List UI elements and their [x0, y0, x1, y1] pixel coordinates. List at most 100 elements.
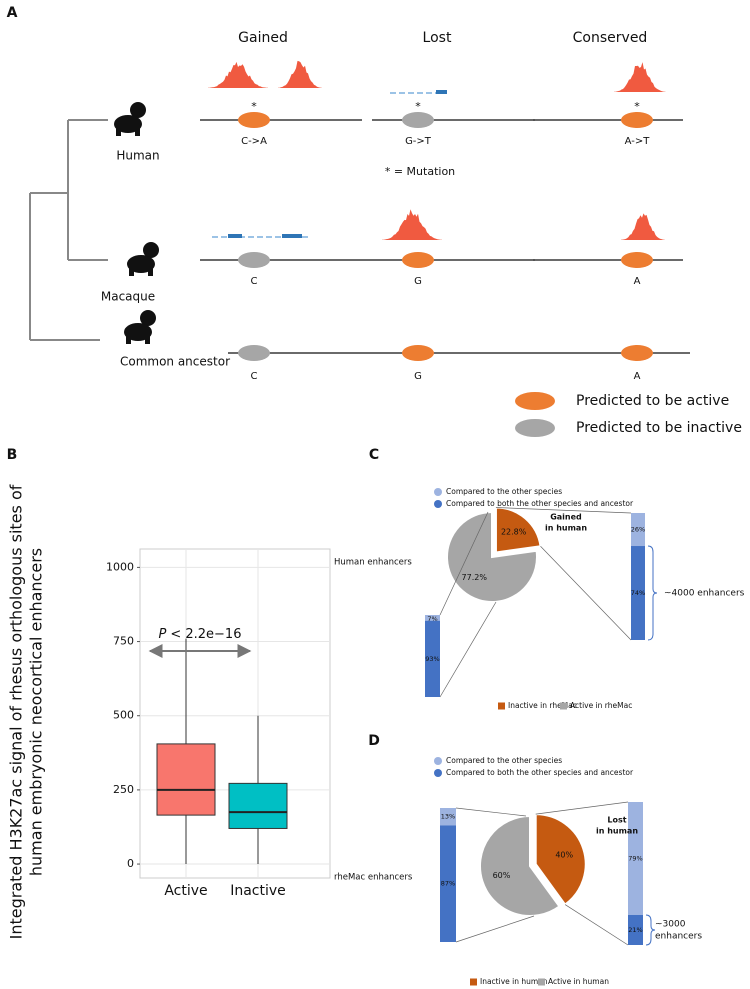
label: Active: [164, 883, 207, 899]
signal-low: [221, 236, 227, 238]
signal-peak: [614, 62, 666, 92]
connector: [535, 801, 629, 815]
label: Lost: [607, 816, 626, 825]
label: 250: [113, 783, 134, 796]
signal-low: [228, 234, 242, 238]
signal-peak: [621, 213, 665, 240]
signal-low: [257, 236, 263, 238]
pie-slice: [534, 813, 587, 906]
label: 21%: [628, 926, 642, 934]
signal-low: [275, 236, 281, 238]
connector: [495, 507, 632, 514]
label: Compared to the other species: [446, 756, 562, 765]
label: A: [634, 276, 641, 287]
connector: [564, 904, 629, 946]
connector: [455, 807, 527, 817]
pie-slice: [446, 510, 538, 603]
label: Compared to both the other species and a…: [446, 768, 634, 777]
species-icon: [135, 126, 140, 136]
signal-low: [399, 92, 405, 94]
signal-low: [248, 236, 254, 238]
connector: [439, 511, 489, 616]
label: * = Mutation: [385, 165, 455, 178]
label: G->T: [405, 136, 432, 147]
bar-segment: [631, 546, 645, 640]
bar-segment: [628, 802, 643, 915]
signal-low: [282, 234, 302, 238]
signal-low: [302, 236, 308, 238]
label: G: [414, 371, 422, 382]
bracket: [647, 545, 658, 641]
signal-low: [212, 236, 218, 238]
label: Active in rheMac: [570, 701, 632, 710]
legend-swatch: [498, 702, 505, 710]
enhancer: [402, 112, 434, 128]
label: 79%: [628, 854, 642, 862]
box: [156, 743, 216, 816]
label: ~3000: [655, 919, 686, 929]
bar-segment: [425, 620, 440, 697]
label: A: [7, 5, 18, 21]
signal-low: [266, 236, 272, 238]
species-icon: [129, 266, 134, 276]
label: ~4000 enhancers: [664, 589, 745, 599]
label: Conserved: [573, 30, 648, 46]
label: D: [368, 733, 380, 749]
species-icon: [130, 102, 146, 118]
connector: [455, 915, 535, 943]
label: Active in human: [548, 977, 609, 986]
legend-swatch: [560, 702, 567, 710]
label: 13%: [441, 813, 455, 821]
label: B: [7, 447, 18, 463]
species-icon: [143, 242, 159, 258]
signal-low: [426, 92, 432, 94]
label: Inactive in rheMac: [508, 701, 577, 710]
label: 77.2%: [462, 573, 488, 582]
label: A->T: [625, 136, 651, 147]
label: Inactive: [230, 883, 286, 899]
signal-low: [408, 92, 414, 94]
label: in human: [596, 827, 638, 836]
legend-swatch: [434, 769, 442, 777]
label: Inactive in human: [480, 977, 548, 986]
legend-swatch: [515, 419, 555, 437]
label: rheMac enhancers: [334, 873, 413, 883]
label: *: [634, 100, 640, 113]
enhancer: [238, 252, 270, 268]
enhancer: [402, 252, 434, 268]
enhancer: [621, 112, 653, 128]
connector: [439, 601, 497, 698]
label: 22.8%: [501, 528, 527, 537]
enhancer: [238, 112, 270, 128]
species-icon: [145, 334, 150, 344]
p-value: P < 2.2e−16: [159, 627, 242, 642]
label: 500: [113, 709, 134, 722]
label: Common ancestor: [120, 355, 230, 369]
legend-swatch: [515, 392, 555, 410]
label: C->A: [241, 136, 267, 147]
p-symbol: P: [159, 627, 167, 642]
label: G: [414, 276, 422, 287]
box: [228, 782, 288, 829]
signal-peak: [208, 61, 268, 88]
label: 26%: [631, 526, 645, 534]
label: *: [251, 100, 257, 113]
bar-segment: [425, 615, 440, 621]
label: Compared to the other species: [446, 487, 562, 496]
signal-low: [436, 90, 447, 94]
species-icon: [116, 126, 121, 136]
species-icon: [126, 334, 131, 344]
pie-slice: [479, 814, 561, 917]
legend-swatch: [434, 500, 442, 508]
label: 93%: [425, 655, 439, 663]
label: C: [251, 276, 258, 287]
label: enhancers: [655, 931, 702, 941]
connector: [540, 546, 632, 641]
legend-swatch: [434, 757, 442, 765]
legend-swatch: [434, 488, 442, 496]
species-icon: [148, 266, 153, 276]
bar-segment: [628, 914, 643, 945]
signal-low: [390, 92, 396, 94]
label: Compared to both the other species and a…: [446, 499, 634, 508]
